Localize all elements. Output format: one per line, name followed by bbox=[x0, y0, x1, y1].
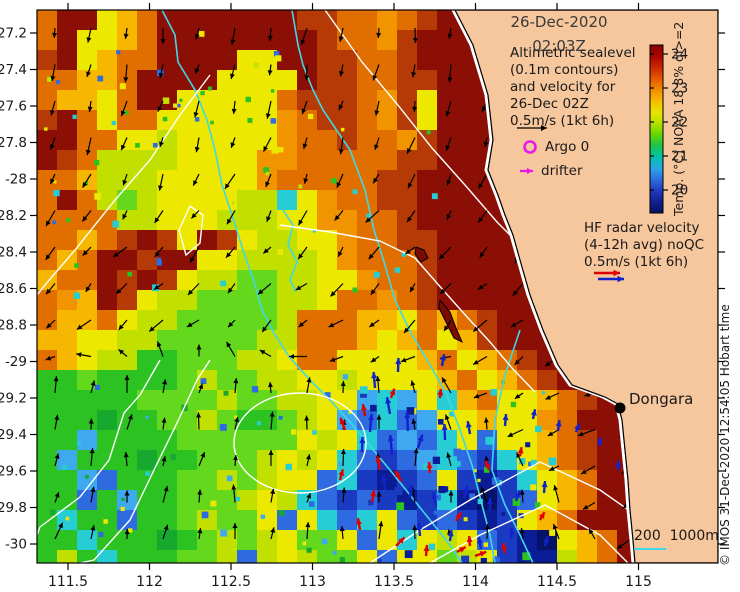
coast-white-fringe bbox=[451, 10, 635, 563]
imos-credit-text: © IMOS 31-Dec-2020 12:54:05 Hobart time bbox=[718, 304, 732, 566]
y-tick-label: 29.8 bbox=[0, 500, 27, 516]
y-tick-label: 27.6 bbox=[0, 99, 27, 115]
y-tick-label: -29 bbox=[5, 354, 27, 370]
y-tick-label: 28.6 bbox=[0, 281, 27, 297]
plot-border bbox=[36, 9, 719, 564]
colorbar-tick-label: 21 bbox=[671, 149, 688, 165]
colorbar-tick-label: 23 bbox=[671, 81, 688, 97]
hf-radar-arrows bbox=[338, 353, 622, 558]
x-tick-label: 114.5 bbox=[537, 574, 577, 590]
y-tick-label: 29.4 bbox=[0, 427, 27, 443]
legend-line-contours: (0.1m contours) bbox=[510, 62, 619, 78]
hf-radar-line-3: 0.5m/s (1kt 6h) bbox=[584, 254, 689, 270]
y-tick-label: -30 bbox=[5, 537, 27, 553]
x-tick-label: 113.5 bbox=[374, 574, 414, 590]
y-tick-label: 29.2 bbox=[0, 391, 27, 407]
legend-symbols bbox=[517, 125, 624, 283]
x-tick-label: 114 bbox=[462, 574, 489, 590]
colorbar-tick-label: 22 bbox=[671, 115, 688, 131]
y-tick-label: 27.2 bbox=[0, 26, 27, 42]
y-tick-label: 28.2 bbox=[0, 208, 27, 224]
y-tick-label: 27.8 bbox=[0, 135, 27, 151]
colorbar-axis-label: Temp. (°C) NOAA 18 8% ql>=2 bbox=[671, 21, 686, 216]
x-tick-label: 115 bbox=[625, 574, 652, 590]
town-label-dongara: Dongara bbox=[629, 390, 694, 408]
temperature-colorbar[interactable]: 24 23 22 21 20 bbox=[649, 44, 688, 214]
y-tick-label: 28.4 bbox=[0, 245, 27, 261]
legend-line-velocity: and velocity for bbox=[510, 79, 616, 95]
legend-line-sealevel: Altimetric sealevel bbox=[510, 45, 636, 61]
argo-legend-label: Argo 0 bbox=[545, 139, 590, 155]
y-tick-label: -28 bbox=[5, 172, 27, 188]
hf-radar-line-1: HF radar velocity bbox=[584, 220, 700, 236]
x-tick-label: 112.5 bbox=[211, 574, 251, 590]
depth-scale-label: 200 1000m bbox=[634, 528, 719, 544]
legend-line-scale: 0.5m/s (1kt 6h) bbox=[510, 113, 615, 129]
map-date: 26-Dec-2020 bbox=[510, 13, 608, 31]
y-tick-label: 28.8 bbox=[0, 318, 27, 334]
axes-ticks: 111.5 112 112.5 113 113.5 114 114.5 115 27.2 27.4… bbox=[0, 3, 725, 590]
colorbar-tick-label: 20 bbox=[671, 183, 688, 199]
x-tick-label: 112 bbox=[136, 574, 163, 590]
y-tick-label: 27.4 bbox=[0, 62, 27, 78]
hf-radar-line-2: (4-12h avg) noQC bbox=[584, 237, 705, 253]
drifter-legend-label: drifter bbox=[541, 163, 583, 179]
town-marker-dongara[interactable] bbox=[614, 402, 626, 414]
legend-line-date: 26-Dec 02Z bbox=[510, 96, 589, 112]
map-time: 02:03Z bbox=[532, 37, 586, 55]
x-tick-label: 111.5 bbox=[48, 574, 88, 590]
colorbar-tick-label: 24 bbox=[671, 47, 688, 63]
x-tick-label: 113 bbox=[299, 574, 326, 590]
y-tick-label: 29.6 bbox=[0, 464, 27, 480]
argo-marker-icon bbox=[523, 140, 537, 154]
